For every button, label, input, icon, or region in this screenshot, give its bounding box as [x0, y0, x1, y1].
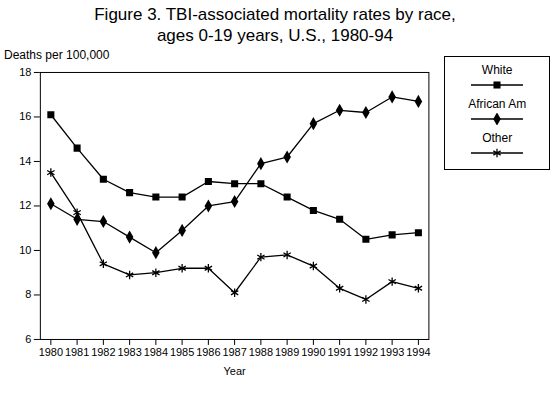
html-text:African Am: African Am	[468, 97, 527, 111]
svg-text:1992: 1992	[354, 346, 378, 358]
html-text:ages 0-19 years, U.S., 1980-94: ages 0-19 years, U.S., 1980-94	[156, 26, 394, 45]
svg-text:1986: 1986	[196, 346, 220, 358]
svg-text:16: 16	[19, 110, 31, 122]
html-text:Deaths per 100,000: Deaths per 100,000	[4, 48, 110, 62]
svg-text:1982: 1982	[91, 346, 115, 358]
html-text:White: White	[481, 63, 513, 77]
svg-text:1990: 1990	[301, 346, 325, 358]
svg-text:1981: 1981	[65, 346, 89, 358]
svg-text:12: 12	[19, 199, 31, 211]
svg-text:14: 14	[19, 155, 31, 167]
svg-text:1985: 1985	[170, 346, 194, 358]
svg-text:1984: 1984	[144, 346, 168, 358]
svg-text:1983: 1983	[117, 346, 141, 358]
svg-text:1994: 1994	[406, 346, 430, 358]
svg-text:1993: 1993	[380, 346, 404, 358]
svg-text:1989: 1989	[275, 346, 299, 358]
svg-text:1980: 1980	[39, 346, 63, 358]
svg-text:1991: 1991	[327, 346, 351, 358]
svg-text:1987: 1987	[222, 346, 246, 358]
svg-text:18: 18	[19, 66, 31, 78]
svg-text:10: 10	[19, 244, 31, 256]
svg-text:6: 6	[25, 333, 31, 345]
svg-text:8: 8	[25, 288, 31, 300]
html-text:Other: Other	[482, 131, 513, 145]
svg-text:Year: Year	[224, 365, 246, 377]
svg-text:1988: 1988	[249, 346, 273, 358]
html-text:Figure 3. TBI-associated morta: Figure 3. TBI-associated mortality rates…	[94, 5, 456, 24]
